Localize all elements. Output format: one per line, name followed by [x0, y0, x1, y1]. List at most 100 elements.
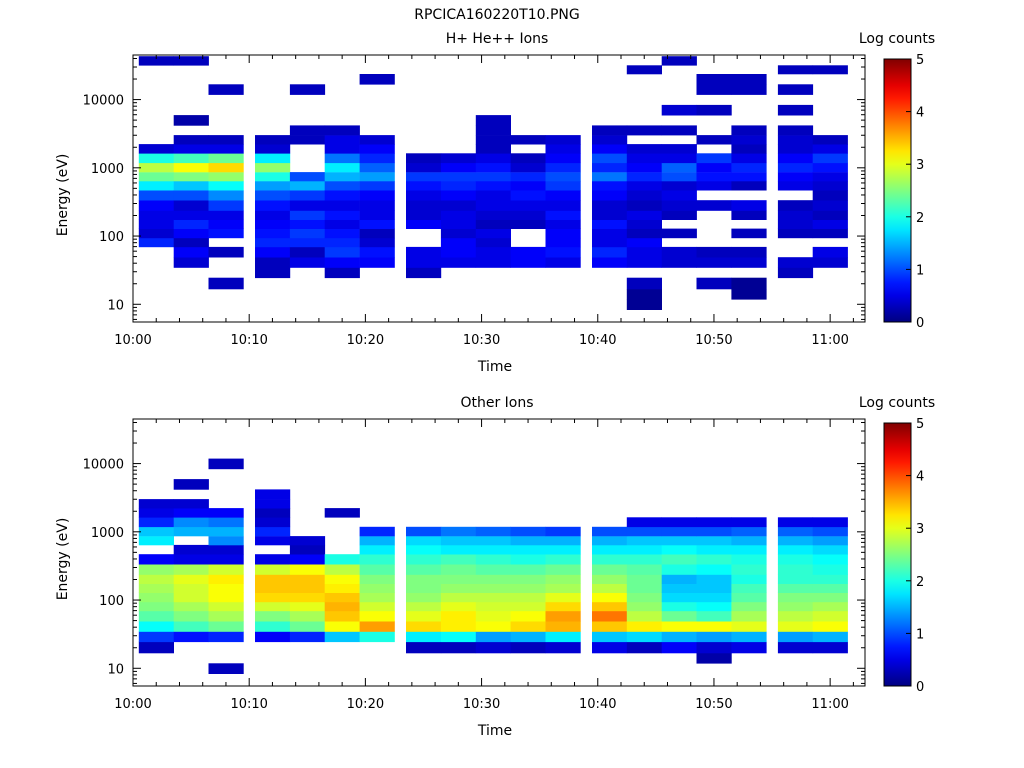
- heatmap-cell: [208, 180, 244, 191]
- heatmap-cell: [138, 601, 174, 612]
- heatmap-cell: [475, 536, 511, 546]
- heatmap-cell: [324, 219, 360, 229]
- heatmap-cell: [592, 536, 628, 546]
- heatmap-cell: [812, 583, 848, 593]
- heatmap-cell: [324, 621, 360, 632]
- y-tick-label: 1000: [91, 526, 124, 541]
- heatmap-cell: [626, 536, 662, 546]
- heatmap-cell: [208, 583, 244, 593]
- heatmap-cell: [138, 499, 174, 509]
- heatmap-cell: [359, 592, 395, 603]
- heatmap-cell: [359, 74, 395, 85]
- heatmap-cell: [626, 621, 662, 632]
- heatmap-cell: [626, 210, 662, 220]
- heatmap-cell: [592, 190, 628, 201]
- y-tick-label: 10000: [83, 94, 124, 109]
- heatmap-cell: [626, 246, 662, 258]
- heatmap-cell: [777, 554, 814, 565]
- heatmap-cell: [777, 65, 814, 75]
- heatmap-cell: [208, 190, 244, 201]
- heatmap-cell: [510, 246, 546, 258]
- heatmap-cell: [545, 228, 581, 239]
- heatmap-cell: [592, 554, 628, 565]
- x-tick-label: 10:40: [579, 333, 616, 348]
- heatmap-cell: [731, 526, 767, 537]
- heatmap-cell: [173, 180, 209, 191]
- heatmap-cell: [626, 610, 662, 622]
- heatmap-cell: [777, 172, 814, 182]
- heatmap-cell: [173, 554, 209, 565]
- heatmap-cell: [255, 583, 291, 593]
- colorbar-label: Log counts: [859, 31, 935, 47]
- heatmap-cell: [626, 574, 662, 584]
- heatmap-cell: [475, 115, 511, 126]
- heatmap-cell: [545, 564, 581, 575]
- heatmap-cell: [661, 526, 697, 537]
- heatmap-cell: [731, 135, 767, 145]
- heatmap-cell: [777, 267, 814, 279]
- heatmap-cell: [138, 162, 174, 173]
- heatmap-cell: [406, 172, 442, 182]
- x-tick-label: 10:30: [463, 697, 500, 712]
- heatmap-cell: [173, 246, 209, 258]
- heatmap-cell: [696, 631, 732, 643]
- heatmap-cell: [475, 246, 511, 258]
- heatmap-cell: [812, 144, 848, 154]
- y-tick-label: 10: [107, 662, 124, 677]
- heatmap-cell: [208, 84, 244, 95]
- heatmap-cell: [626, 144, 662, 154]
- heatmap-cell: [475, 257, 511, 268]
- colorbar-tick-label: 3: [916, 522, 924, 537]
- heatmap-cell: [510, 554, 546, 565]
- heatmap-cell: [475, 237, 511, 248]
- heatmap-cell: [406, 180, 442, 191]
- heatmap-cell: [440, 228, 477, 239]
- heatmap-cell: [592, 153, 628, 164]
- heatmap-cell: [592, 621, 628, 632]
- heatmap-cell: [173, 56, 209, 66]
- heatmap-cell: [255, 200, 291, 211]
- heatmap-cell: [173, 601, 209, 612]
- heatmap-cell: [440, 583, 477, 593]
- heatmap-cell: [731, 536, 767, 546]
- heatmap-cell: [626, 583, 662, 593]
- x-tick-label: 10:20: [347, 697, 384, 712]
- heatmap-cell: [545, 144, 581, 154]
- heatmap-cell: [475, 125, 511, 136]
- heatmap-cell: [626, 257, 662, 268]
- heatmap-cell: [777, 564, 814, 575]
- heatmap-cell: [359, 228, 395, 239]
- heatmap-cell: [359, 621, 395, 632]
- heatmap-cell: [510, 153, 546, 164]
- heatmap-cell: [545, 610, 581, 622]
- heatmap-cell: [592, 246, 628, 258]
- heatmap-cell: [324, 153, 360, 164]
- heatmap-cell: [812, 621, 848, 632]
- heatmap-cell: [812, 172, 848, 182]
- heatmap-cell: [510, 621, 546, 632]
- heatmap-cell: [255, 601, 291, 612]
- heatmap-cell: [777, 200, 814, 211]
- heatmap-cell: [777, 536, 814, 546]
- heatmap-cell: [406, 153, 442, 164]
- heatmap-cell: [138, 583, 174, 593]
- heatmap-cell: [592, 144, 628, 154]
- figure-title: RPCICA160220T10.PNG: [414, 7, 579, 23]
- heatmap-cell: [359, 536, 395, 546]
- heatmap-cell: [138, 190, 174, 201]
- heatmap-cell: [289, 125, 326, 136]
- heatmap-cell: [661, 601, 697, 612]
- heatmap-cell: [208, 592, 244, 603]
- heatmap-cell: [440, 621, 477, 632]
- x-axis-label: Time: [477, 723, 512, 739]
- heatmap-cell: [208, 508, 244, 518]
- heatmap-cell: [545, 153, 581, 164]
- heatmap-cell: [406, 564, 442, 575]
- heatmap-cell: [475, 641, 511, 654]
- heatmap-cell: [777, 219, 814, 229]
- heatmap-cell: [359, 564, 395, 575]
- heatmap-cell: [812, 153, 848, 164]
- heatmap-cell: [731, 144, 767, 154]
- heatmap-cell: [475, 219, 511, 229]
- heatmap-cell: [545, 601, 581, 612]
